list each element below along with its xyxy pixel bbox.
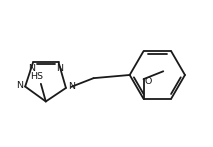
- Text: N: N: [56, 64, 63, 73]
- Text: N: N: [29, 64, 36, 73]
- Text: HS: HS: [30, 72, 43, 81]
- Text: N: N: [16, 81, 23, 90]
- Text: O: O: [144, 77, 152, 86]
- Text: N: N: [68, 82, 75, 91]
